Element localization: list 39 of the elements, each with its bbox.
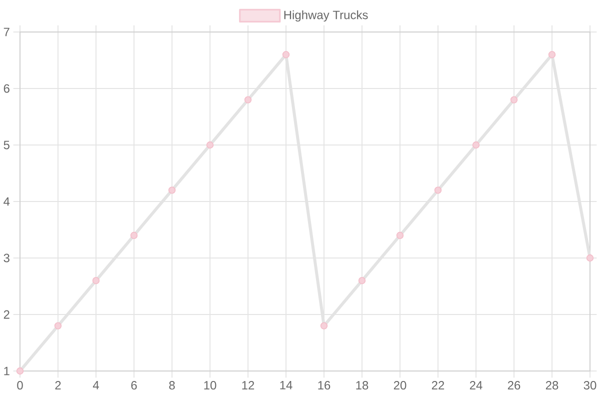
y-tick-label: 7 [4,28,10,36]
x-tick-label: 8 [169,381,175,390]
x-tick-label: 0 [17,381,23,390]
point [510,96,518,104]
point [434,186,442,194]
point [168,186,176,194]
point [54,322,62,330]
x-tick-label: 6 [131,381,137,390]
legend-label: Highway Trucks [284,10,368,22]
x-tick-label: 24 [470,381,482,390]
point [282,51,290,58]
x-tick-label: 14 [280,381,292,390]
y-tick-label: 2 [4,310,10,319]
point [16,367,24,375]
x-tick-label: 28 [546,381,558,390]
point [206,141,214,149]
x-tick-label: 2 [55,381,61,390]
point [472,141,480,149]
y-tick-label: 5 [4,140,10,150]
y-tick-label: 4 [4,197,10,206]
x-tick-label: 16 [318,381,330,390]
x-tick-label: 12 [242,381,254,390]
x-tick-label: 20 [394,381,406,390]
point [244,96,252,104]
x-tick-label: 10 [204,381,216,390]
point [92,277,100,284]
x-tick-label: 22 [432,381,444,390]
point [396,232,404,240]
y-tick-label: 3 [4,254,10,262]
point [130,232,138,240]
x-tick-label: 26 [508,381,520,390]
point [358,277,366,284]
point [548,51,556,58]
x-tick-label: 30 [584,381,596,390]
x-tick-label: 18 [356,381,368,390]
point [320,322,328,330]
y-tick-label: 6 [4,84,10,93]
y-tick-label: 1 [4,366,10,376]
x-tick-label: 4 [92,381,99,390]
